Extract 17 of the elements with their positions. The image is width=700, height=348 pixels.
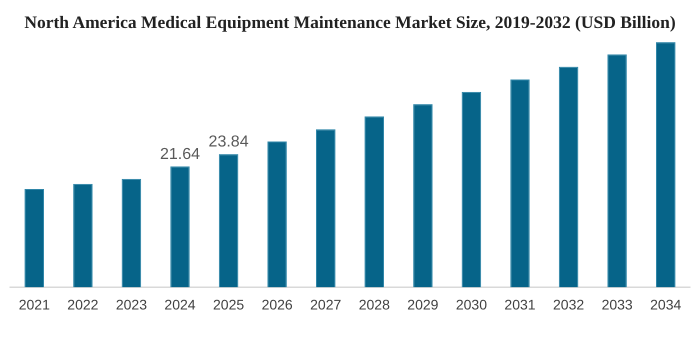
x-tick-label: 2021 [18,296,50,312]
x-tick-label: 2033 [602,296,633,312]
x-tick-label: 2024 [164,296,196,312]
data-label: 23.84 [208,134,249,151]
x-tick-label: 2028 [358,296,390,312]
x-tick-label: 2023 [116,296,148,312]
chart-title: North America Medical Equipment Maintenance Market Size, 2019-2032 (USD Billion) [23,12,677,34]
x-tick-label: 2022 [67,296,99,312]
x-tick-label: 2026 [262,296,293,312]
x-tick-label: 2032 [552,296,584,312]
x-tick-label: 2030 [456,296,488,312]
x-tick-label: 2031 [504,296,536,312]
x-tick-label: 2029 [407,296,439,312]
x-tick-label: 2027 [310,296,342,312]
x-tick-label: 2034 [650,296,682,312]
x-tick-label: 2025 [212,296,244,312]
data-label: 21.64 [160,146,200,163]
